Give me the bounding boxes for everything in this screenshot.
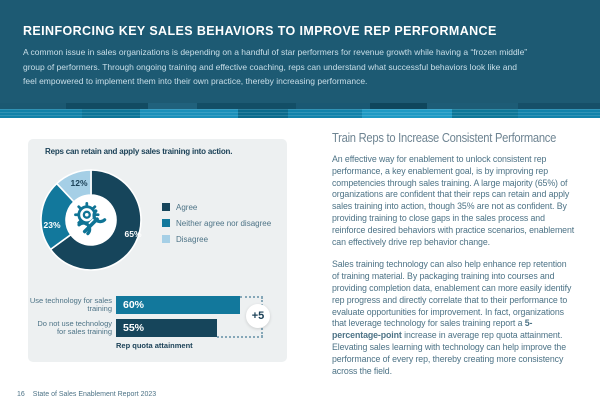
page-number: 16 bbox=[17, 391, 25, 398]
donut-value-disagree: 12% bbox=[70, 178, 88, 188]
legend-swatch-neither bbox=[162, 219, 170, 227]
legend-item-neither: Neither agree nor disagree bbox=[162, 215, 271, 231]
paragraph-2-post: increase in average rep quota attainment… bbox=[332, 330, 567, 376]
legend-swatch-disagree bbox=[162, 235, 170, 243]
bar-category-label: Use technology for sales training bbox=[29, 295, 112, 313]
article-heading: Train Reps to Increase Consistent Perfor… bbox=[332, 130, 557, 145]
legend-label: Agree bbox=[176, 202, 198, 212]
bar-axis-label: Rep quota attainment bbox=[116, 341, 193, 350]
bar-chart: Use technology for sales training 60% Do… bbox=[28, 296, 287, 350]
page-footer: 16 State of Sales Enablement Report 2023 bbox=[17, 391, 156, 398]
bar-no-technology: 55% bbox=[116, 319, 217, 337]
legend-label: Neither agree nor disagree bbox=[176, 218, 272, 228]
mosaic-row-bright bbox=[0, 109, 600, 118]
bar-row-no-technology: Do not use technology for sales training… bbox=[28, 319, 287, 337]
article-paragraph-1: An effective way for enablement to unloc… bbox=[332, 154, 575, 247]
legend-item-disagree: Disagree bbox=[162, 231, 271, 247]
donut-chart: 65% 23% 12% bbox=[39, 168, 143, 272]
header-intro-text: A common issue in sales organizations is… bbox=[23, 47, 528, 86]
bar-category-label: Do not use technology for sales training bbox=[37, 318, 112, 336]
dotted-line-bottom bbox=[217, 336, 263, 338]
bar-value: 60% bbox=[123, 299, 145, 311]
report-title: State of Sales Enablement Report 2023 bbox=[32, 391, 157, 398]
gear-wrench-icon bbox=[70, 199, 112, 241]
paragraph-2-pre: Sales training technology can also help … bbox=[332, 259, 572, 329]
donut-value-neither: 23% bbox=[43, 220, 61, 230]
chart-card: Reps can retain and apply sales training… bbox=[28, 139, 287, 362]
decorative-mosaic-strip bbox=[0, 103, 600, 118]
dotted-line-top bbox=[240, 296, 263, 298]
mosaic-row-dark bbox=[0, 103, 600, 109]
donut-value-agree: 65% bbox=[124, 229, 142, 239]
paragraph-2-bold: 5-percentage-point bbox=[332, 318, 533, 341]
page-title: REINFORCING KEY SALES BEHAVIORS TO IMPRO… bbox=[23, 24, 497, 38]
bar-value: 55% bbox=[123, 322, 145, 334]
chart-card-title: Reps can retain and apply sales training… bbox=[45, 147, 233, 156]
delta-badge: +5 bbox=[246, 304, 270, 328]
article: Train Reps to Increase Consistent Perfor… bbox=[332, 130, 575, 388]
page-header: REINFORCING KEY SALES BEHAVIORS TO IMPRO… bbox=[0, 0, 600, 118]
bar-use-technology: 60% bbox=[116, 296, 240, 314]
donut-legend: Agree Neither agree nor disagree Disagre… bbox=[162, 199, 271, 247]
article-paragraph-2: Sales training technology can also help … bbox=[332, 259, 575, 377]
mosaic-stripe-overlay bbox=[0, 109, 600, 118]
legend-item-agree: Agree bbox=[162, 199, 271, 215]
legend-swatch-agree bbox=[162, 203, 170, 211]
legend-label: Disagree bbox=[176, 234, 209, 244]
bar-row-use-technology: Use technology for sales training 60% bbox=[28, 296, 287, 314]
